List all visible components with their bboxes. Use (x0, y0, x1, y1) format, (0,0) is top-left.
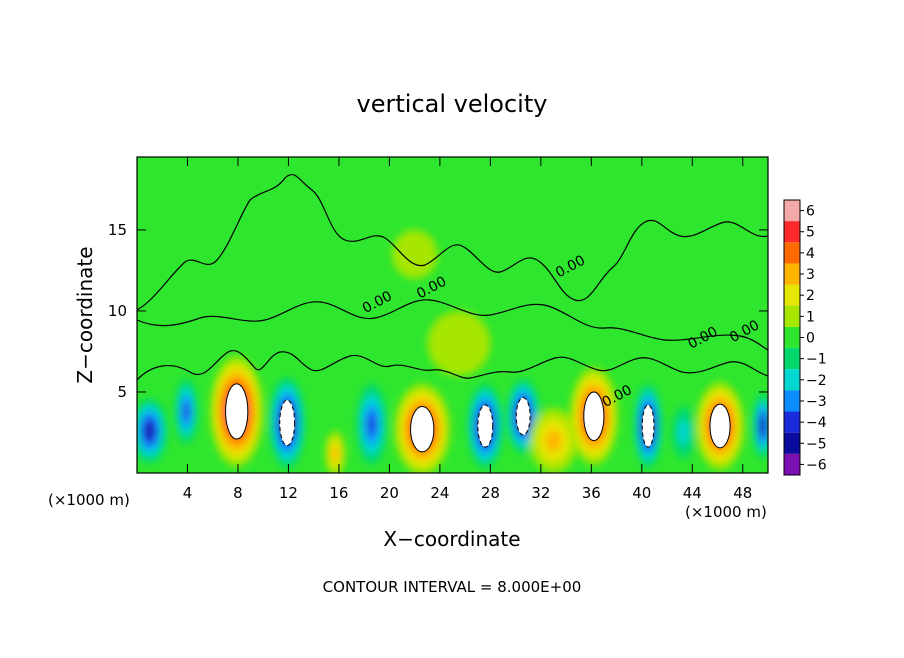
field-cell-core-3 (279, 399, 296, 446)
field-cell-9-level-3 (545, 429, 562, 452)
field-cell-1-level-4 (183, 403, 190, 420)
colorbar-label-1: 5 (806, 225, 815, 241)
colorbar-swatch-5 (784, 305, 800, 327)
colorbar-label-10: −4 (806, 415, 827, 431)
field-cell-14-level-5 (760, 419, 765, 433)
field-cell-core-8 (515, 397, 531, 436)
colorbar-label-5: 1 (806, 309, 815, 325)
x-axis-title: X−coordinate (383, 527, 520, 551)
field-cell-5-level-4 (367, 414, 376, 435)
x-tick-label-10: 44 (683, 484, 702, 502)
colorbar-swatch-1 (784, 221, 800, 243)
field-cell-core-2 (225, 383, 249, 440)
y-axis-title: Z−coordinate (73, 246, 97, 383)
chart-title: vertical velocity (357, 90, 548, 118)
colorbar-label-8: −2 (806, 373, 827, 389)
field-cores (225, 383, 731, 453)
field-cell-core-13 (709, 403, 731, 449)
colorbar-label-2: 4 (806, 246, 815, 262)
x-tick-label-7: 32 (531, 484, 550, 502)
colorbar-swatch-10 (784, 411, 800, 433)
x-tick-label-4: 20 (380, 484, 399, 502)
x-tick-label-8: 36 (582, 484, 601, 502)
zero-contour-mid (137, 299, 768, 351)
field-cell-core-6 (410, 406, 435, 453)
x-tick-label-11: 48 (733, 484, 752, 502)
colorbar: 6 5 4 3 2 1 0 −1 −2 −3 −4 −5 −6 (783, 199, 827, 476)
colorbar-label-3: 3 (806, 267, 815, 283)
y-tick-label-2: 15 (108, 221, 127, 239)
field-cell-core-10 (583, 391, 605, 442)
field-cell-core-11 (641, 404, 655, 448)
colorbar-swatch-11 (784, 432, 800, 454)
colorbar-swatch-3 (784, 263, 800, 285)
x-tick-label-5: 24 (430, 484, 449, 502)
colorbar-label-6: 0 (806, 331, 815, 347)
velocity-field (137, 229, 768, 473)
contour-interval-note: CONTOUR INTERVAL = 8.000E+00 (323, 578, 582, 596)
field-cell-4-level-3 (331, 445, 339, 462)
field-cell-0-level-5 (146, 424, 154, 438)
field-cell-15-level-1 (427, 310, 491, 376)
zero-contour-upper (137, 173, 768, 311)
field-cell-16-level-1 (391, 229, 438, 279)
colorbar-swatch-6 (784, 326, 800, 349)
x-tick-label-1: 8 (233, 484, 243, 502)
x-tick-label-3: 16 (329, 484, 348, 502)
x-unit-label-left: (×1000 m) (48, 491, 130, 509)
x-tick-label-6: 28 (481, 484, 500, 502)
field-cell-core-7 (477, 404, 494, 448)
y-tick-label-1: 10 (108, 302, 127, 320)
colorbar-label-4: 2 (806, 288, 815, 304)
colorbar-swatch-2 (784, 242, 800, 264)
colorbar-label-11: −5 (806, 436, 827, 452)
x-tick-label-0: 4 (183, 484, 193, 502)
colorbar-swatch-9 (784, 390, 800, 412)
colorbar-label-9: −3 (806, 394, 827, 410)
x-unit-label-right: (×1000 m) (685, 503, 767, 521)
zero-contour-lower (137, 350, 768, 381)
colorbar-swatch-8 (784, 369, 800, 391)
colorbar-label-7: −1 (806, 352, 827, 368)
x-tick-label-9: 40 (632, 484, 651, 502)
colorbar-swatch-4 (784, 284, 800, 306)
field-cell-12-level-2 (677, 419, 690, 446)
colorbar-swatch-7 (784, 348, 800, 370)
colorbar-swatch-0 (784, 200, 800, 222)
colorbar-label-12: −6 (806, 457, 827, 473)
x-tick-label-2: 12 (279, 484, 298, 502)
plot-frame (136, 156, 769, 474)
colorbar-swatch-12 (784, 453, 800, 475)
y-tick-label-0: 5 (117, 383, 127, 401)
colorbar-label-0: 6 (806, 204, 815, 220)
